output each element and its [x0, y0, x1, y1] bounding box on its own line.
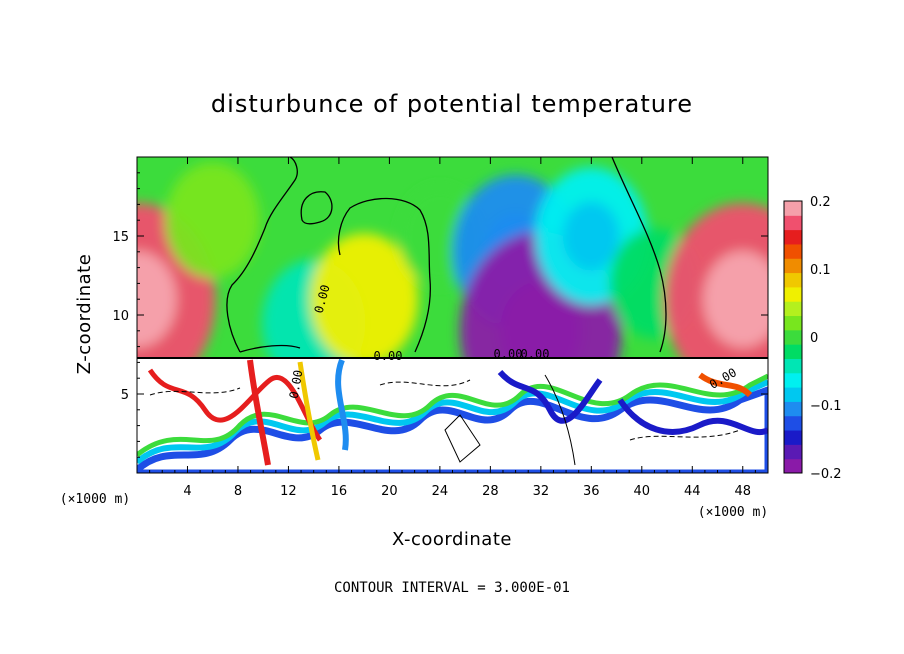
x-axis-label: X-coordinate [392, 529, 512, 550]
y-tick-label: 15 [112, 230, 129, 245]
colorbar-tick-label: −0.1 [810, 399, 842, 414]
colorbar-swatch [784, 430, 802, 445]
colorbar-swatch [784, 344, 802, 359]
zero-contour-left-base [239, 344, 301, 353]
turbulent-plume-yellow [297, 361, 321, 461]
y-axis-label: Z-coordinate [74, 254, 95, 375]
x-tick-label: 36 [583, 484, 600, 499]
zero-contour-loop [300, 191, 333, 225]
y-tick-label: 10 [112, 309, 129, 324]
y-tick-label: 5 [121, 388, 129, 403]
zero-contours [226, 157, 667, 353]
colorbar-swatch [784, 315, 802, 331]
turbulent-band-green [137, 373, 768, 457]
colorbar-swatch [784, 272, 802, 288]
x-tick-label: 8 [234, 484, 242, 499]
zero-contour-left [226, 157, 298, 353]
colorbar-swatch [784, 243, 802, 259]
colorbar-swatch [784, 372, 802, 388]
x-unit-left: (×1000 m) [60, 492, 130, 507]
x-tick-label: 12 [280, 484, 297, 499]
x-tick-label: 16 [331, 484, 348, 499]
colorbar-tick-label: 0 [810, 331, 818, 346]
anomaly-core-9 [703, 251, 768, 348]
anomaly-blob-3 [310, 233, 419, 366]
colorbar-tick-label: 0.1 [810, 263, 831, 278]
x-unit-right: (×1000 m) [698, 505, 768, 520]
anomaly-blob-1 [165, 162, 260, 278]
x-tick-label: 4 [183, 484, 191, 499]
colorbar-swatch [784, 286, 802, 302]
turbulent-band-navy-2 [617, 398, 768, 435]
colorbar-swatch [784, 301, 802, 317]
colorbar-swatch [784, 229, 802, 245]
colorbar: 0.2 0.1 0 −0.1 −0.2 [783, 195, 842, 482]
colorbar-swatch [784, 387, 802, 402]
y-axis: 5 10 15 [112, 172, 768, 458]
anomaly-core-6 [500, 281, 582, 381]
x-tick-label: 20 [381, 484, 398, 499]
contour-interval-note: CONTOUR INTERVAL = 3.000E-01 [334, 580, 570, 596]
chart-title: disturbunce of potential temperature [211, 90, 693, 118]
anomaly-core-7 [563, 201, 620, 271]
x-tick-label: 44 [684, 484, 701, 499]
colorbar-swatch [784, 444, 802, 460]
colorbar-tick-label: 0.2 [810, 195, 831, 210]
turbulent-plume-red [247, 359, 271, 466]
contour-label-2: 0.00 [521, 347, 550, 361]
x-axis: 4 8 12 16 20 24 28 32 36 40 44 48 [149, 157, 756, 499]
x-tick-label: 48 [734, 484, 751, 499]
turbulent-plume-blue [335, 358, 349, 451]
turbulent-band-red [147, 368, 323, 442]
contour-label-3: 0.00 [494, 347, 523, 361]
lower-turbulent-field [137, 358, 768, 473]
lower-field-base [137, 358, 768, 473]
colorbar-swatch [784, 358, 802, 374]
colorbar-swatch [784, 329, 802, 345]
contour-solid-lower [544, 374, 576, 466]
contour-dashed-3 [629, 429, 741, 441]
x-tick-label: 32 [533, 484, 550, 499]
colorbar-swatch [784, 258, 802, 274]
colorbar-swatch [784, 415, 802, 431]
turbulent-blob-orange [698, 372, 753, 398]
colorbar-swatch [784, 215, 802, 231]
contour-label-1: 0.00 [374, 349, 403, 363]
contour-dashed-2 [379, 379, 471, 387]
colorbar-swatch [784, 458, 802, 474]
colorbar-frame [783, 200, 803, 474]
contour-solid-lower-2 [444, 414, 481, 463]
x-tick-label: 24 [432, 484, 449, 499]
colorbar-tick-label: −0.2 [810, 467, 842, 482]
x-tick-label: 28 [482, 484, 499, 499]
zero-contour-middle [337, 197, 431, 353]
colorbar-swatch [784, 201, 802, 216]
colorbar-swatch [784, 401, 802, 417]
turbulent-band-navy [497, 369, 603, 424]
contour-dashed-1 [149, 387, 241, 396]
zero-contour-right [611, 157, 667, 353]
anomaly-core-0 [137, 251, 177, 348]
contour-label-4: 0.00 [287, 369, 306, 400]
x-tick-label: 40 [634, 484, 651, 499]
